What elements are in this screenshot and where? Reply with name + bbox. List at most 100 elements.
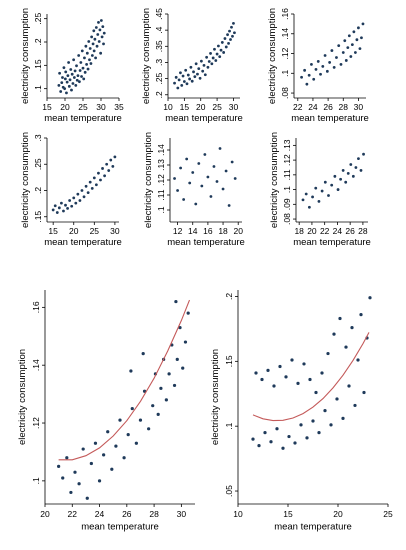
data-point xyxy=(64,203,67,207)
data-point xyxy=(182,198,186,201)
x-tick-label: 18 xyxy=(218,226,228,236)
y-tick-label: .3 xyxy=(154,59,164,66)
data-point xyxy=(230,25,233,29)
data-point xyxy=(69,68,73,71)
data-point xyxy=(362,390,366,395)
x-axis-label: mean temperature xyxy=(167,237,245,248)
data-point xyxy=(308,377,312,382)
y-tick-label: .15 xyxy=(224,355,234,367)
x-tick-label: 20 xyxy=(196,102,206,112)
data-point xyxy=(93,37,97,41)
data-point xyxy=(220,41,224,44)
data-point xyxy=(356,358,360,362)
y-tick-label: .25 xyxy=(33,158,43,170)
data-point xyxy=(300,75,303,79)
data-point xyxy=(190,79,194,83)
y-axis-label: electricity consumption xyxy=(210,349,221,445)
data-point xyxy=(302,362,306,366)
y-axis-label: electricity consumption xyxy=(17,349,28,445)
plot-area xyxy=(170,138,242,222)
data-point xyxy=(76,74,80,77)
data-point xyxy=(344,180,348,184)
data-point xyxy=(310,63,313,66)
y-tick-label: .2 xyxy=(224,293,234,300)
x-tick-label: 30 xyxy=(354,102,364,112)
scatter-panel-7: 20 22 24 26 28 30 .1 .12 .14 .16 mean temperature e… xyxy=(17,290,195,533)
y-tick-label: .2 xyxy=(154,91,164,98)
data-point xyxy=(219,48,223,52)
data-point xyxy=(330,49,334,52)
data-point xyxy=(281,446,285,450)
data-point xyxy=(200,184,204,188)
y-tick-label: .2 xyxy=(33,187,43,194)
y-tick-label: .1 xyxy=(31,477,41,484)
scatter-panel-8: 10 15 20 25 .05 .1 .15 .2 mean temperature electr… xyxy=(210,290,393,533)
data-point xyxy=(311,419,315,423)
data-point xyxy=(266,368,270,373)
data-point xyxy=(67,61,70,64)
data-point xyxy=(93,441,98,445)
data-point xyxy=(317,431,321,435)
data-point xyxy=(357,26,360,30)
data-point xyxy=(314,67,318,71)
data-point xyxy=(192,70,195,74)
data-point xyxy=(72,196,76,200)
data-point xyxy=(60,81,64,84)
data-point xyxy=(218,55,222,59)
data-point xyxy=(173,177,176,180)
data-point xyxy=(215,52,219,56)
data-point xyxy=(101,167,104,170)
data-point xyxy=(90,35,94,39)
data-point xyxy=(109,158,113,162)
data-point xyxy=(55,211,59,214)
data-point xyxy=(217,44,220,48)
data-point xyxy=(229,38,232,41)
data-point xyxy=(77,54,81,57)
plot-area xyxy=(294,14,366,98)
axes xyxy=(44,137,119,225)
data-point xyxy=(78,199,82,202)
data-point xyxy=(269,440,273,444)
data-point xyxy=(351,174,355,178)
y-tick-label: .13 xyxy=(156,159,166,171)
y-tick-label: .08 xyxy=(280,87,290,99)
data-point xyxy=(94,56,97,60)
data-point xyxy=(66,74,70,77)
data-point xyxy=(304,192,308,196)
x-tick-label: 26 xyxy=(323,102,333,112)
data-point xyxy=(65,91,68,95)
y-tick-label: .15 xyxy=(33,211,43,223)
data-point xyxy=(207,60,211,63)
x-tick-label: 20 xyxy=(69,226,79,236)
data-point xyxy=(90,187,94,190)
y-tick-label: .08 xyxy=(282,213,292,225)
data-point xyxy=(254,371,258,375)
data-point xyxy=(223,37,227,40)
data-point xyxy=(323,54,327,57)
data-point xyxy=(91,42,95,46)
y-tick-label: .14 xyxy=(280,28,290,40)
data-point xyxy=(141,352,145,356)
data-point xyxy=(72,58,76,62)
data-point xyxy=(320,371,324,375)
data-point xyxy=(263,431,267,435)
data-point xyxy=(151,404,155,408)
data-point xyxy=(86,67,90,71)
data-point xyxy=(305,82,309,86)
plot-area xyxy=(47,138,119,222)
data-point xyxy=(92,29,96,33)
x-axis-label: mean temperature xyxy=(293,237,371,248)
y-tick-label: .25 xyxy=(154,72,164,84)
data-point xyxy=(353,51,357,54)
y-axis-label: electricity consumption xyxy=(20,8,31,104)
data-point xyxy=(62,66,66,70)
data-point xyxy=(330,183,334,187)
data-point xyxy=(76,192,80,196)
y-tick-label: .11 xyxy=(156,189,166,200)
data-point xyxy=(83,56,86,60)
data-point xyxy=(97,479,102,483)
x-tick-label: 10 xyxy=(233,509,243,519)
data-point xyxy=(272,384,276,388)
x-tick-label: 28 xyxy=(339,102,349,112)
data-point xyxy=(134,441,138,445)
